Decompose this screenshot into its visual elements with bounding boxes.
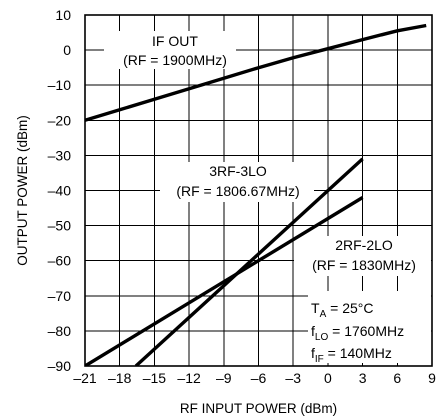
x-tick-label: –21 (73, 370, 97, 386)
series-label: 3RF-3LO (209, 163, 267, 179)
y-tick-label: –70 (48, 288, 72, 304)
y-tick-label: –40 (48, 183, 72, 199)
series-label-frequency: (RF = 1806.67MHz) (176, 183, 299, 199)
conditions-background (308, 291, 431, 363)
y-tick-label: –60 (48, 253, 72, 269)
condition-text: fIF = 140MHz (311, 345, 392, 365)
annotation-backgrounds (104, 31, 431, 363)
x-tick-label: –15 (143, 370, 167, 386)
x-tick-labels: –21 –18 –15 –12 –9 –6 –3 0 3 6 9 (73, 370, 436, 386)
series-line (134, 157, 364, 366)
series-lines (85, 23, 427, 366)
x-tick-label: 6 (393, 370, 401, 386)
y-tick-label: –20 (48, 112, 72, 128)
series-label: IF OUT (152, 33, 198, 49)
series-line (85, 23, 427, 122)
x-tick-label: 0 (324, 370, 332, 386)
condition-text: fLO = 1760MHz (311, 323, 404, 343)
series-line (85, 196, 364, 366)
y-tick-label: –10 (48, 77, 72, 93)
x-tick-label: –3 (285, 370, 301, 386)
x-axis-label: RF INPUT POWER (dBm) (180, 401, 337, 416)
x-tick-label: –9 (216, 370, 232, 386)
annotation-background (294, 236, 431, 276)
series-label-frequency: (RF = 1900MHz) (123, 52, 227, 68)
x-tick-label: –12 (177, 370, 201, 386)
x-tick-label: –18 (108, 370, 132, 386)
series-annotations: IF OUT (RF = 1900MHz) 3RF-3LO (RF = 1806.67… (123, 33, 416, 273)
y-tick-label: –50 (48, 218, 72, 234)
x-tick-label: –6 (251, 370, 267, 386)
condition-text: TA = 25°C (311, 300, 373, 320)
y-tick-label: 10 (55, 7, 71, 23)
y-tick-label: 0 (63, 42, 71, 58)
x-tick-label: 3 (359, 370, 367, 386)
y-tick-label: –80 (48, 323, 72, 339)
y-axis-label: OUTPUT POWER (dBm) (15, 115, 30, 266)
plot-frame (84, 14, 433, 367)
y-tick-label: –90 (48, 358, 72, 374)
x-tick-label: 9 (428, 370, 436, 386)
annotation-background (160, 162, 314, 202)
series-label-frequency: (RF = 1830MHz) (312, 257, 416, 273)
y-tick-label: –30 (48, 147, 72, 163)
y-tick-labels: 10 0 –10 –20 –30 –40 –50 –60 –70 –80 –90 (48, 7, 72, 374)
series-label: 2RF-2LO (335, 237, 393, 253)
annotation-background (104, 31, 236, 69)
